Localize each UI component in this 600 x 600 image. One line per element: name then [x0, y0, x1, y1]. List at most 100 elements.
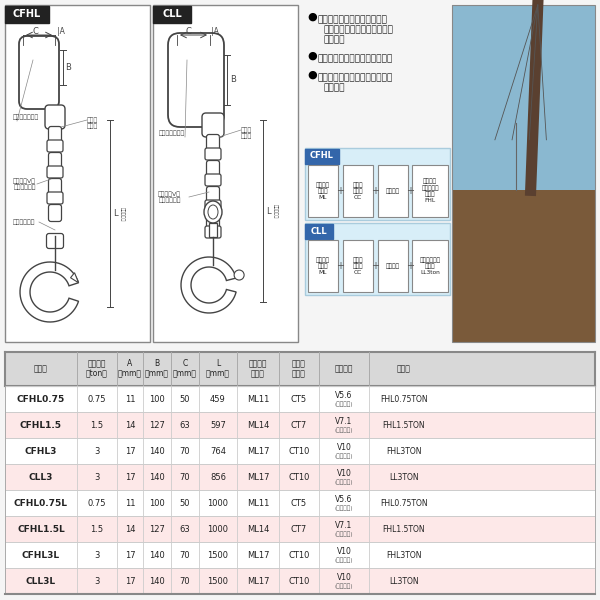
Text: ML17: ML17 [247, 473, 269, 481]
FancyBboxPatch shape [47, 140, 63, 152]
Bar [452, 5, 595, 342]
Text: V7.1: V7.1 [335, 416, 353, 425]
Text: メッキ付V鎖
強力チェーン: メッキ付V鎖 強力チェーン [158, 191, 181, 203]
Bar [343, 165, 373, 217]
Text: (メッキ付): (メッキ付) [335, 505, 353, 511]
Text: V10: V10 [337, 547, 352, 556]
Text: マスター
リンク: マスター リンク [249, 359, 267, 379]
Text: ML14: ML14 [247, 524, 269, 533]
FancyBboxPatch shape [206, 187, 220, 203]
Text: 100: 100 [149, 395, 165, 403]
Text: +: + [336, 186, 344, 196]
FancyBboxPatch shape [47, 166, 63, 178]
Text: 11: 11 [125, 395, 135, 403]
Text: V10: V10 [337, 443, 352, 451]
Text: 1500: 1500 [208, 551, 229, 559]
FancyBboxPatch shape [47, 233, 64, 248]
Text: （有効長）: （有効長） [273, 204, 278, 218]
FancyBboxPatch shape [49, 205, 62, 221]
Text: チェーン: チェーン [386, 263, 400, 269]
Bar [5, 464, 595, 490]
Text: 764: 764 [210, 446, 226, 455]
Text: 50: 50 [180, 395, 190, 403]
FancyBboxPatch shape [206, 134, 220, 151]
Bar [378, 240, 408, 292]
Text: 17: 17 [125, 551, 136, 559]
Text: CFHL: CFHL [310, 151, 334, 160]
Text: 0.75: 0.75 [88, 499, 106, 508]
Text: V5.6: V5.6 [335, 391, 353, 400]
Circle shape [234, 270, 244, 280]
Text: CT10: CT10 [289, 446, 310, 455]
Text: 14: 14 [125, 524, 135, 533]
Text: +: + [406, 186, 414, 196]
Bar [5, 412, 595, 438]
Text: +: + [336, 261, 344, 271]
Text: 型　式: 型 式 [34, 364, 48, 373]
Text: CFHL3: CFHL3 [25, 446, 57, 455]
Bar [5, 352, 595, 386]
Text: ML17: ML17 [247, 577, 269, 586]
Text: ML11: ML11 [247, 499, 269, 508]
FancyBboxPatch shape [49, 179, 62, 196]
Text: L: L [266, 206, 271, 215]
Text: チェーン: チェーン [386, 188, 400, 194]
Bar [412, 165, 448, 217]
Bar [5, 516, 595, 542]
FancyBboxPatch shape [205, 148, 221, 160]
Text: LL3TON: LL3TON [389, 473, 419, 481]
Text: 70: 70 [179, 473, 190, 481]
Text: 50: 50 [180, 499, 190, 508]
FancyBboxPatch shape [49, 152, 62, 169]
Text: |A: |A [57, 26, 65, 35]
Bar [305, 223, 450, 295]
Text: A
（mm）: A （mm） [118, 359, 142, 379]
Text: 856: 856 [210, 473, 226, 481]
Text: メッキ付V鎖
強力チェーン: メッキ付V鎖 強力チェーン [13, 178, 36, 190]
Bar [305, 149, 339, 164]
Text: CFHL1.5: CFHL1.5 [20, 421, 62, 430]
Text: 63: 63 [179, 524, 190, 533]
Bar [5, 5, 150, 342]
Ellipse shape [204, 201, 222, 223]
FancyBboxPatch shape [168, 33, 224, 127]
Text: クです。: クです。 [323, 35, 344, 44]
Text: |A: |A [211, 26, 219, 35]
Polygon shape [20, 262, 79, 322]
FancyBboxPatch shape [205, 174, 221, 186]
Text: 1000: 1000 [208, 524, 229, 533]
Bar [153, 6, 191, 23]
Text: CT10: CT10 [289, 473, 310, 481]
Text: (メッキ付): (メッキ付) [335, 401, 353, 407]
Text: C
（mm）: C （mm） [173, 359, 197, 379]
Text: ML14: ML14 [247, 421, 269, 430]
Text: CT7: CT7 [291, 421, 307, 430]
Text: LL3TON: LL3TON [389, 577, 419, 586]
Text: CT10: CT10 [289, 551, 310, 559]
Bar [5, 438, 595, 464]
Text: V7.1: V7.1 [335, 520, 353, 529]
Text: B
（mm）: B （mm） [145, 359, 169, 379]
FancyBboxPatch shape [205, 226, 221, 238]
Text: FHL0.75TON: FHL0.75TON [380, 499, 428, 508]
Text: (メッキ付): (メッキ付) [335, 427, 353, 433]
Text: フック: フック [397, 364, 411, 373]
Text: 17: 17 [125, 473, 136, 481]
Text: CLL: CLL [162, 9, 182, 19]
Text: ラッチロック
フック
LL3ton: ラッチロック フック LL3ton [419, 257, 440, 275]
Text: CT10: CT10 [289, 577, 310, 586]
Text: 459: 459 [210, 395, 226, 403]
Text: B: B [230, 76, 236, 85]
Text: FHL3TON: FHL3TON [386, 446, 422, 455]
Text: 70: 70 [179, 446, 190, 455]
Text: C: C [32, 26, 38, 35]
Text: 140: 140 [149, 551, 165, 559]
Bar [305, 148, 450, 220]
Text: ンです。: ンです。 [323, 83, 344, 92]
Text: 装着した一本吊チェーンフッ: 装着した一本吊チェーンフッ [323, 25, 393, 34]
Text: 14: 14 [125, 421, 135, 430]
Text: +: + [371, 261, 379, 271]
Text: V5.6: V5.6 [335, 494, 353, 503]
Text: カップ
リンク: カップ リンク [292, 359, 306, 379]
Text: CT5: CT5 [291, 395, 307, 403]
